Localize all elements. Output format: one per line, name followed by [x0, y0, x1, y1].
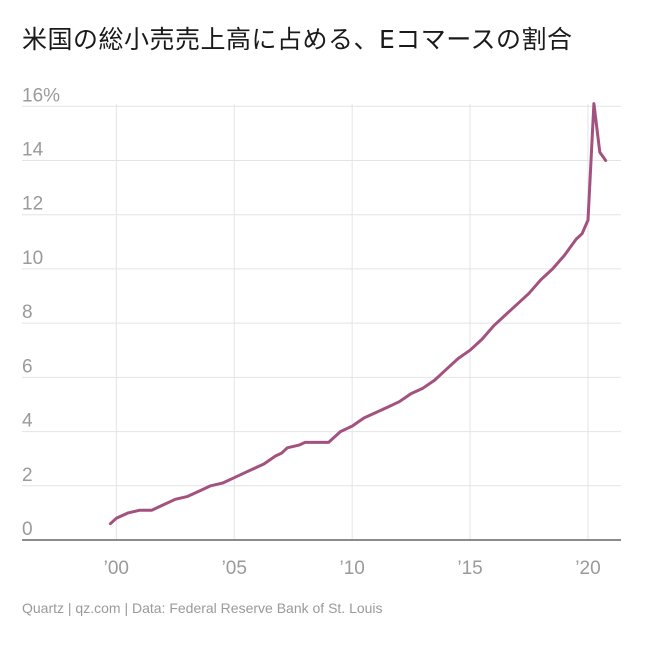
- y-tick-label: 10: [22, 248, 43, 269]
- source-credit: Quartz | qz.com | Data: Federal Reserve …: [22, 600, 383, 616]
- y-tick-label: 14: [22, 139, 44, 160]
- x-tick-label: ’10: [339, 558, 364, 579]
- x-tick-label: ’20: [575, 558, 600, 579]
- y-tick-label: 0: [22, 519, 33, 540]
- y-tick-label: 12: [22, 194, 43, 215]
- series-line: [108, 102, 608, 526]
- grid-lines: [22, 104, 621, 540]
- x-axis-tick-labels: ’00 ’05 ’10 ’15 ’20: [104, 558, 601, 579]
- y-tick-label: 8: [22, 302, 33, 323]
- y-tick-label: 4: [22, 411, 33, 432]
- x-tick-label: ’05: [222, 558, 247, 579]
- y-tick-label: 2: [22, 465, 33, 486]
- chart-title: 米国の総小売売上高に占める、Eコマースの割合: [22, 25, 573, 54]
- x-tick-label: ’00: [104, 558, 129, 579]
- x-tick-label: ’15: [457, 558, 482, 579]
- y-tick-label: 6: [22, 356, 33, 377]
- y-axis-tick-labels: 0 2 4 6 8 10 12 14 16%: [22, 85, 60, 540]
- y-tick-label: 16%: [22, 85, 60, 106]
